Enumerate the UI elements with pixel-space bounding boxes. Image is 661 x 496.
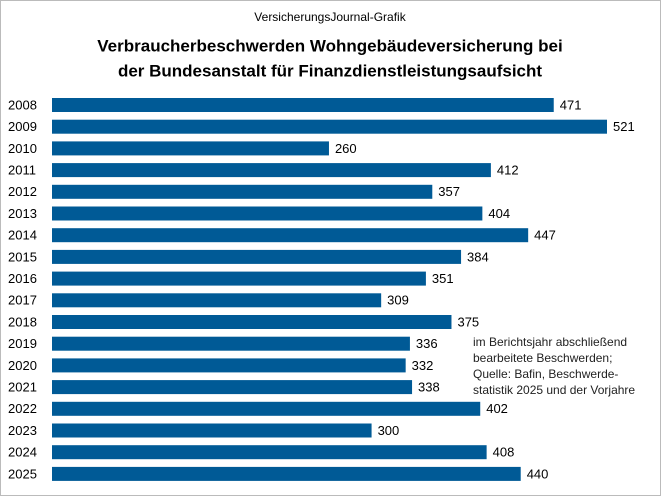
annotation: bearbeitete Beschwerden; [473,351,612,365]
bar [52,358,406,373]
y-tick-label: 2020 [8,358,37,373]
value-label: 402 [486,401,508,416]
value-label: 384 [467,249,489,264]
bar [52,163,491,178]
bar [52,445,487,460]
y-tick-label: 2018 [8,314,37,329]
bar [52,423,372,438]
chart-title: der Bundesanstalt für Finanzdienstleistu… [118,61,542,80]
y-tick-label: 2022 [8,401,37,416]
y-tick-label: 2016 [8,271,37,286]
value-label: 357 [438,184,460,199]
value-label: 332 [412,358,434,373]
value-label: 447 [534,228,556,243]
value-label: 375 [457,314,479,329]
bar [52,228,529,243]
y-tick-label: 2023 [8,423,37,438]
value-label: 300 [378,423,400,438]
bar [52,401,481,416]
y-tick-label: 2013 [8,206,37,221]
bar [52,249,462,264]
bar [52,184,433,199]
bar [52,315,452,329]
bar [52,271,426,286]
bar [52,380,413,395]
annotation: Quelle: Bafin, Beschwerde- [473,367,618,381]
value-label: 336 [416,336,438,351]
bar [52,119,607,134]
value-label: 309 [387,293,409,308]
value-label: 471 [560,97,582,112]
y-tick-label: 2008 [8,97,37,112]
chart-title: Verbraucherbeschwerden Wohngebäudeversic… [97,36,562,55]
value-label: 404 [488,206,510,221]
y-tick-label: 2025 [8,466,37,481]
bar [52,141,329,156]
y-tick-label: 2021 [8,380,37,395]
y-tick-label: 2019 [8,336,37,351]
annotation: im Berichtsjahr abschließend [473,335,627,349]
bar [52,206,483,221]
value-label: 351 [432,271,454,286]
y-tick-label: 2024 [8,445,37,460]
bar [52,98,554,112]
value-label: 338 [418,380,440,395]
chart-subtitle: VersicherungsJournal-Grafik [254,10,406,24]
value-label: 412 [497,163,519,178]
bar [52,293,382,308]
annotation: statistik 2025 und der Vorjahre [473,383,635,397]
y-tick-label: 2009 [8,119,37,134]
y-tick-label: 2010 [8,141,37,156]
y-tick-label: 2011 [8,163,36,178]
y-tick-label: 2014 [8,228,37,243]
value-label: 521 [613,119,635,134]
y-tick-label: 2015 [8,249,37,264]
value-label: 408 [493,445,515,460]
y-tick-label: 2012 [8,184,37,199]
y-tick-label: 2017 [8,293,37,308]
value-label: 260 [335,141,357,156]
bar [52,466,521,481]
bar [52,336,410,351]
value-label: 440 [527,466,549,481]
